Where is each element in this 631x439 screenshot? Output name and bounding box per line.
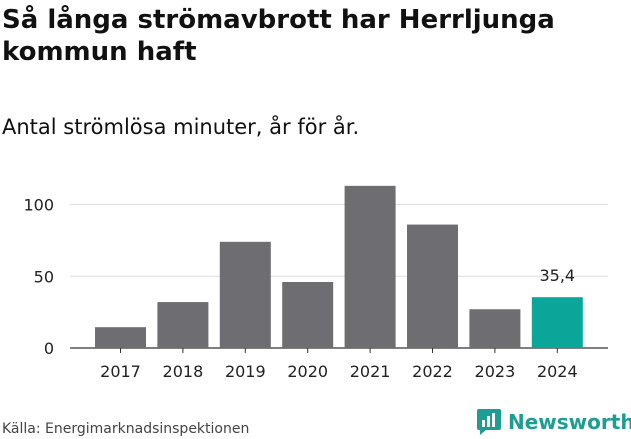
newsworthy-logo: Newsworthy	[476, 407, 631, 437]
bar-2018	[157, 302, 209, 348]
x-tick-label: 2018	[163, 362, 204, 381]
chart-title: Så långa strömavbrott har Herrljunga kom…	[2, 5, 555, 67]
x-tick-label: 2022	[412, 362, 453, 381]
bar-chart: 0 50 100 2017 2018 2019 2020 2021 2022 2023 2024 35…	[23, 185, 608, 381]
y-tick-label: 50	[34, 267, 54, 286]
bar-2017	[95, 327, 146, 348]
y-tick-label: 0	[44, 339, 54, 358]
bar-2020	[282, 281, 334, 348]
newsworthy-logo-icon	[477, 409, 501, 435]
bar-2019	[219, 241, 271, 348]
newsworthy-logo-text: Newsworthy	[508, 410, 631, 434]
x-tick-label: 2019	[225, 362, 266, 381]
value-label: 35,4	[539, 266, 575, 285]
y-tick-label: 100	[23, 196, 54, 215]
x-tick-label: 2021	[350, 362, 391, 381]
x-tick-label: 2023	[475, 362, 516, 381]
bar-2024	[531, 297, 583, 348]
x-tick-label: 2017	[100, 362, 141, 381]
x-tick-label: 2020	[287, 362, 328, 381]
source-note: Källa: Energimarknadsinspektionen	[2, 421, 250, 437]
bar-2023	[469, 309, 521, 348]
chart-subtitle: Antal strömlösa minuter, år för år.	[2, 115, 360, 139]
x-tick-label: 2024	[537, 362, 578, 381]
bar-2021	[344, 185, 396, 348]
bar-2022	[407, 224, 458, 348]
